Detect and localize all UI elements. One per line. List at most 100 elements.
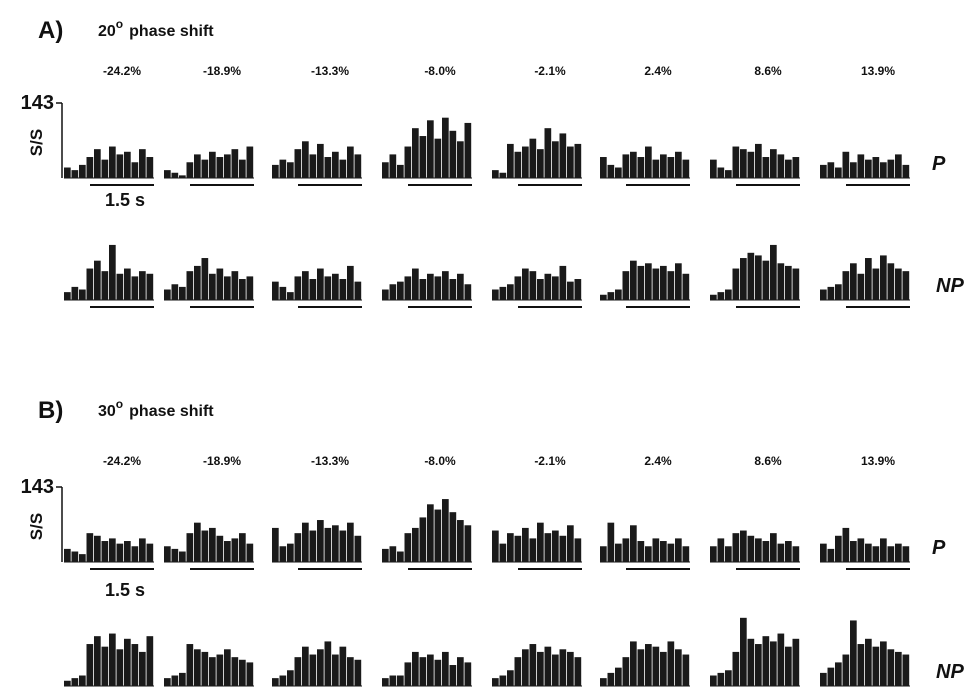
histogram-bin	[279, 675, 287, 686]
histogram-bin	[529, 138, 537, 178]
histogram-bin	[645, 546, 652, 562]
histogram-bin	[457, 141, 464, 178]
histogram-bin	[412, 268, 419, 300]
histogram-bin	[857, 538, 865, 562]
histogram-bin	[887, 159, 895, 178]
histogram-bin	[419, 279, 427, 300]
histogram-bin	[224, 541, 231, 562]
histogram-bin	[770, 533, 777, 562]
histogram-bin	[389, 154, 397, 178]
histogram-bin	[567, 651, 574, 686]
histogram-bin	[529, 271, 537, 300]
histogram-bin	[667, 157, 675, 178]
histogram-bin	[607, 522, 615, 562]
histogram-bin	[302, 271, 309, 300]
histogram-bin	[660, 154, 667, 178]
histogram-bin	[770, 641, 777, 686]
histogram-bin	[522, 527, 529, 562]
histogram-bin	[427, 120, 434, 178]
column-label: 8.6%	[754, 64, 782, 78]
histogram-bin	[895, 154, 902, 178]
histogram-bin	[216, 654, 224, 686]
histogram-bin	[637, 157, 645, 178]
histogram-bin	[64, 292, 71, 300]
histogram-bin	[71, 551, 79, 562]
column-label: -8.0%	[424, 64, 456, 78]
histogram-bin	[850, 620, 857, 686]
histogram-bin	[109, 244, 116, 300]
histogram-bin	[710, 546, 717, 562]
row-label: NP	[936, 661, 964, 683]
histogram-bin	[615, 289, 622, 300]
histogram-bin	[880, 538, 887, 562]
histogram-bin	[792, 638, 800, 686]
histogram-bin	[287, 292, 294, 300]
y-tick-label: 143	[21, 476, 54, 498]
histogram-bin	[895, 543, 902, 562]
histogram-bin	[492, 289, 499, 300]
histogram-bin	[865, 543, 872, 562]
histogram-bin	[397, 164, 404, 178]
histogram-bin	[637, 541, 645, 562]
histogram-bin	[131, 546, 139, 562]
histogram-bin	[209, 657, 216, 686]
histogram-bin	[622, 154, 630, 178]
histogram-bin	[507, 284, 514, 300]
histogram-bin	[434, 138, 442, 178]
histogram-bin	[131, 644, 139, 686]
histogram-bin	[682, 546, 690, 562]
histogram-bin	[194, 154, 201, 178]
histogram-bin	[777, 543, 785, 562]
histogram-bin	[101, 159, 109, 178]
histogram-bin	[630, 525, 637, 562]
histogram-bin	[86, 268, 94, 300]
histogram-bin	[574, 143, 582, 178]
histogram-bin	[499, 172, 507, 178]
histogram-bin	[124, 541, 131, 562]
row-label: P	[932, 153, 946, 175]
histogram-bin	[272, 678, 279, 686]
histogram-bin	[332, 654, 339, 686]
histogram-bin	[457, 657, 464, 686]
histogram-bin	[514, 535, 522, 562]
histogram-bin	[457, 273, 464, 300]
histogram-bin	[552, 276, 559, 300]
histogram-bin	[71, 678, 79, 686]
column-label: -13.3%	[311, 64, 349, 78]
histogram-bin	[865, 258, 872, 300]
histogram-bin	[492, 678, 499, 686]
histogram-bin	[294, 657, 302, 686]
histogram-bin	[607, 292, 615, 300]
histogram-bin	[652, 268, 660, 300]
panel-label: A)	[38, 17, 63, 44]
histogram-bin	[872, 268, 880, 300]
histogram-bin	[347, 522, 354, 562]
histogram-bin	[397, 551, 404, 562]
histogram-bin	[279, 159, 287, 178]
histogram-bin	[630, 641, 637, 686]
histogram-bin	[544, 273, 552, 300]
histogram-bin	[567, 146, 574, 178]
panel-title: 30o phase shift	[98, 397, 214, 420]
histogram-bin	[842, 654, 850, 686]
histogram-bin	[246, 543, 254, 562]
histogram-bin	[79, 675, 86, 686]
histogram-bin	[397, 675, 404, 686]
histogram-bin	[717, 292, 725, 300]
histogram-bin	[675, 649, 682, 686]
panel-label: B)	[38, 397, 63, 424]
histogram-bin	[857, 644, 865, 686]
histogram-bin	[354, 281, 362, 300]
histogram-bin	[902, 546, 910, 562]
histogram-bin	[464, 284, 472, 300]
histogram-bin	[660, 651, 667, 686]
histogram-bin	[164, 170, 171, 178]
histogram-bin	[79, 289, 86, 300]
histogram-bin	[139, 271, 146, 300]
histogram-bin	[86, 157, 94, 178]
histogram-bin	[186, 162, 194, 178]
histogram-bin	[732, 268, 740, 300]
histogram-bin	[732, 146, 740, 178]
histogram-bin	[902, 164, 910, 178]
